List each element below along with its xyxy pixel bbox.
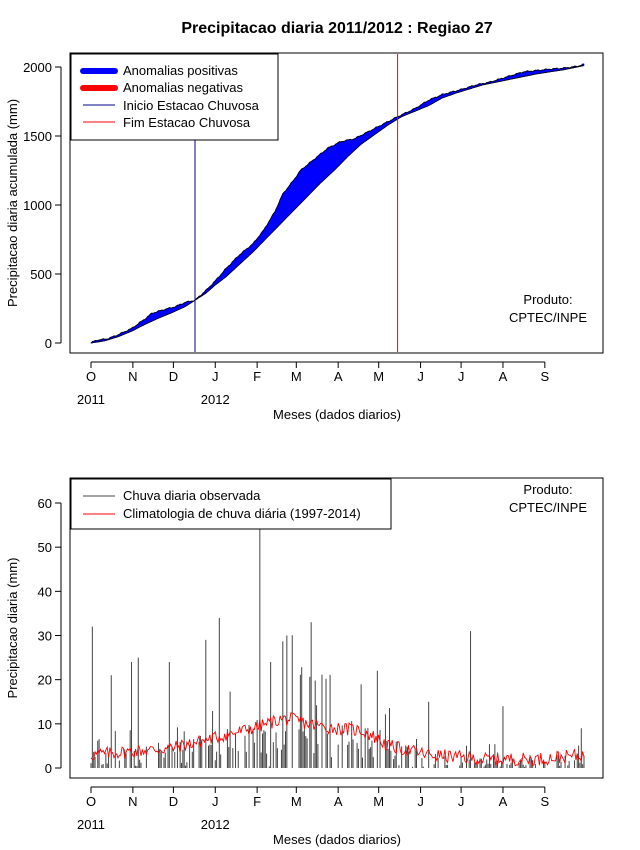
top-annotation-line-1: Produto: <box>523 292 572 307</box>
bottom-x-tick-label: F <box>253 794 261 809</box>
top-x-tick-label: M <box>373 369 384 384</box>
top-x-axis-label: Meses (dados diarios) <box>273 407 401 422</box>
top-plot-frame <box>69 52 604 354</box>
bottom-annotation-line-1: Produto: <box>523 482 572 497</box>
legend-label-observed: Chuva diaria observada <box>123 488 261 503</box>
top-year-label: 2012 <box>201 392 230 407</box>
top-x-tick-label: J <box>417 369 424 384</box>
top-y-tick-label: 1500 <box>23 129 52 144</box>
chart-title: Precipitacao diaria 2011/2012 : Regiao 2… <box>181 20 492 37</box>
bottom-x-tick-label: D <box>169 794 178 809</box>
top-x-tick-label: A <box>334 369 343 384</box>
daily-chart: 0 10 20 30 40 50 60 O N D J F M A M J J A S 2011 2012 Precip… <box>5 477 604 847</box>
top-y-tick-label: 0 <box>45 336 52 351</box>
bottom-x-tick-label: J <box>417 794 424 809</box>
top-y-tick-label: 500 <box>30 267 52 282</box>
bottom-year-label: 2011 <box>77 817 105 832</box>
bottom-y-axis-label: Precipitacao diaria (mm) <box>5 558 20 699</box>
bottom-legend: Chuva diaria observada Climatologia de c… <box>70 478 392 530</box>
bottom-x-tick-label: J <box>458 794 465 809</box>
bottom-x-tick-label: S <box>540 794 549 809</box>
climatology-accumulated-line <box>90 65 585 344</box>
top-x-tick-label: A <box>499 369 508 384</box>
climatology-daily-line <box>90 712 585 767</box>
top-x-tick-label: J <box>458 369 465 384</box>
bottom-x-tick-label: M <box>291 794 302 809</box>
legend-label-positive: Anomalias positivas <box>123 63 238 78</box>
top-x-tick-label: M <box>291 369 302 384</box>
bottom-legend-box <box>70 478 392 530</box>
top-annotation-line-2: CPTEC/INPE <box>509 310 587 325</box>
top-x-tick-label: O <box>86 369 96 384</box>
top-y-tick-label: 1000 <box>23 198 52 213</box>
bottom-x-tick-label: M <box>373 794 384 809</box>
bottom-x-tick-label: A <box>334 794 343 809</box>
bottom-y-tick-label: 50 <box>38 540 52 555</box>
bottom-y-tick-label: 10 <box>38 717 52 732</box>
top-year-label: 2011 <box>77 392 105 407</box>
top-x-tick-label: J <box>212 369 219 384</box>
legend-label-climatology: Climatologia de chuva diária (1997-2014) <box>123 506 361 521</box>
bottom-x-tick-label: O <box>86 794 96 809</box>
legend-label-season-start: Inicio Estacao Chuvosa <box>123 98 260 113</box>
top-x-tick-label: N <box>128 369 137 384</box>
legend-label-season-end: Fim Estacao Chuvosa <box>123 115 251 130</box>
observed-accumulated-line <box>90 63 585 344</box>
top-y-axis-label: Precipitacao diaria acumulada (mm) <box>5 99 20 307</box>
top-x-tick-label: S <box>540 369 549 384</box>
bottom-x-axis-label: Meses (dados diarios) <box>273 832 401 847</box>
bottom-annotation-line-2: CPTEC/INPE <box>509 500 587 515</box>
bottom-y-tick-label: 40 <box>38 584 52 599</box>
top-x-tick-label: D <box>169 369 178 384</box>
bottom-y-tick-label: 20 <box>38 673 52 688</box>
bottom-x-tick-label: N <box>128 794 137 809</box>
bottom-y-tick-label: 60 <box>38 496 52 511</box>
bottom-plot-frame <box>69 477 604 779</box>
bottom-y-tick-label: 30 <box>38 629 52 644</box>
top-legend: Anomalias positivas Anomalias negativas … <box>70 53 279 141</box>
bottom-x-tick-label: J <box>212 794 219 809</box>
bottom-y-tick-label: 0 <box>45 761 52 776</box>
accumulated-chart: 0 500 1000 1500 2000 O N D J F M A M J J A S 2011 2012 Pre… <box>5 52 604 422</box>
top-x-tick-label: F <box>253 369 261 384</box>
bottom-x-tick-label: A <box>499 794 508 809</box>
top-y-tick-label: 2000 <box>23 60 52 75</box>
bottom-year-label: 2012 <box>201 817 230 832</box>
legend-label-negative: Anomalias negativas <box>123 80 243 95</box>
